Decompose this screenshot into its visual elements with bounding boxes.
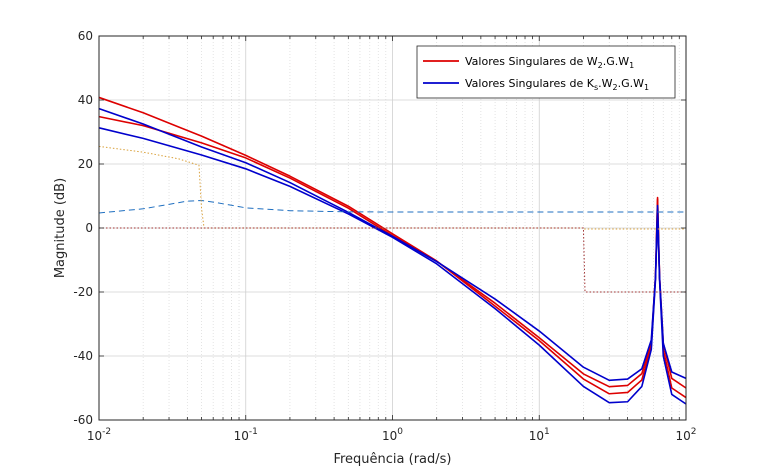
legend-label: Valores Singulares de W2.G.W1 bbox=[465, 55, 634, 70]
series-line-5 bbox=[98, 199, 686, 214]
y-axis-label: Magnitude (dB) bbox=[53, 178, 68, 278]
legend-box bbox=[416, 45, 676, 99]
series-group bbox=[98, 96, 687, 405]
x-tick-label: 10-1 bbox=[234, 427, 258, 443]
series-line-6 bbox=[98, 145, 686, 230]
x-tick-label: 100 bbox=[382, 427, 403, 443]
y-tick-label: 60 bbox=[78, 29, 93, 43]
x-tick-labels: 10-2 10-1 100 101 102 bbox=[87, 427, 697, 443]
series-line-7 bbox=[99, 227, 686, 293]
x-axis-label: Frequência (rad/s) bbox=[333, 452, 451, 467]
x-tick-label: 10-2 bbox=[87, 427, 111, 443]
x-tick-label: 101 bbox=[529, 427, 550, 443]
tick-marks bbox=[98, 35, 687, 421]
legend-label: Valores Singulares de Ks.W2.G.W1 bbox=[465, 77, 649, 92]
legend: Valores Singulares de W2.G.W1 Valores Sin… bbox=[416, 45, 676, 99]
y-tick-label: -40 bbox=[73, 349, 93, 363]
series-line-4 bbox=[98, 127, 687, 405]
y-tick-labels: 60 40 20 0 -20 -40 -60 bbox=[73, 29, 93, 427]
y-tick-label: -60 bbox=[73, 413, 93, 427]
y-tick-label: -20 bbox=[73, 285, 93, 299]
y-tick-label: 40 bbox=[78, 93, 93, 107]
y-tick-label: 20 bbox=[78, 157, 93, 171]
y-tick-label: 0 bbox=[85, 221, 93, 235]
x-tick-label: 102 bbox=[675, 427, 696, 443]
